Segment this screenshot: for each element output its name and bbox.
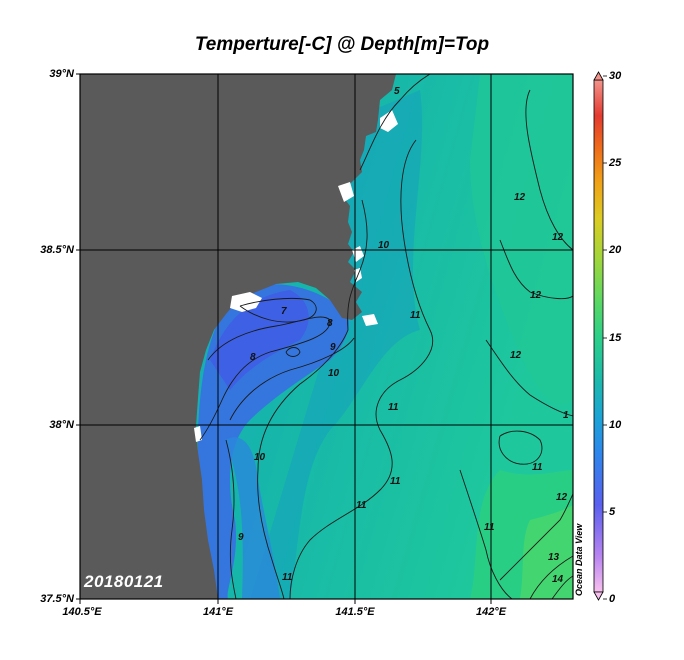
colorbar-tick-5: 5 [609,506,616,518]
date-label: 20180121 [84,572,164,591]
contour-label: 11 [484,522,495,533]
lon-label-141-5e: 141.5°E [335,606,375,618]
map-title: Temperture[-C] @ Depth[m]=Top [194,34,490,55]
contour-label: 1 [563,410,569,421]
land-mass [80,74,398,599]
contour-label: 11 [356,500,367,511]
lat-label-37-5n: 37.5°N [40,593,74,605]
lat-label-39n: 39°N [49,68,74,80]
contour-label: 12 [530,290,542,301]
colorbar-tick-0: 0 [609,593,616,605]
contour-label: 7 [281,306,287,317]
lat-label-38n: 38°N [49,419,74,431]
lon-label-140-5e: 140.5°E [62,606,102,618]
map-frame [79,73,574,600]
graticule [80,74,573,599]
contour-label: 9 [330,342,336,353]
contour-label: 8 [327,318,333,329]
contour-label: 10 [254,452,266,463]
ocean-data-view-watermark: Ocean Data View [574,523,584,596]
contour-label: 12 [514,192,526,203]
contour-label: 10 [328,368,340,379]
contour-label: 5 [394,86,400,97]
lon-label-142e: 142°E [475,606,507,618]
contour-label: 9 [238,532,244,543]
colorbar-tick-10: 10 [609,419,622,431]
contour-label: 14 [552,574,564,585]
axis-ticks [76,73,492,604]
contour-label: 11 [282,572,293,583]
contour-label: 11 [390,476,401,487]
colorbar-tick-15: 15 [609,332,622,344]
contour-label: 13 [548,552,560,563]
contour-label: 12 [552,232,564,243]
colorbar-tick-20: 20 [609,244,622,256]
colorbar-tick-25: 25 [609,157,622,169]
contour-label: 11 [388,402,399,413]
colorbar-tick-30: 30 [609,70,622,82]
contour-label: 12 [510,350,522,361]
isotherm-contours [199,74,573,599]
contour-label-group: 7 8 8 9 10 10 11 11 11 11 11 12 12 12 12… [238,86,569,585]
colorbar [593,71,607,601]
contour-label: 8 [250,352,256,363]
contour-label: 11 [532,462,543,473]
lat-label-38-5n: 38.5°N [40,244,74,256]
contour-label: 10 [378,240,390,251]
lon-label-141e: 141°E [202,606,234,618]
contour-label: 12 [556,492,568,503]
contour-label: 11 [410,310,421,321]
